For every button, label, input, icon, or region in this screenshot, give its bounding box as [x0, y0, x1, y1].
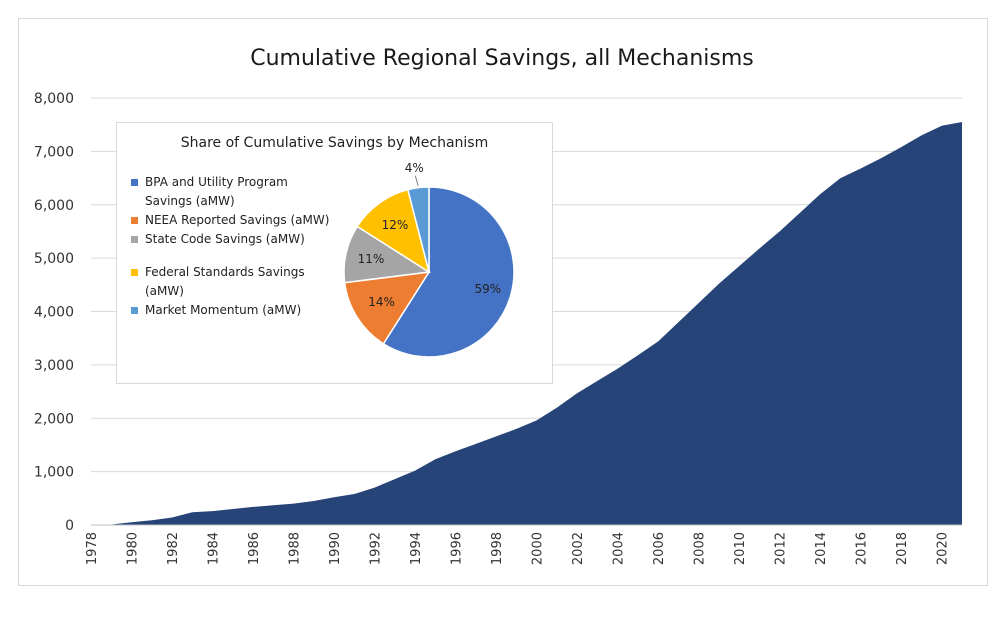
x-tick-label: 1980 — [126, 532, 141, 565]
x-tick-label: 2010 — [733, 532, 748, 565]
x-tick-label: 2002 — [571, 532, 586, 565]
x-tick-label: 2018 — [895, 532, 910, 565]
x-tick-label: 2020 — [936, 532, 951, 565]
legend-label: BPA and Utility Program Savings (aMW) — [145, 175, 288, 208]
pie-data-label: 12% — [382, 218, 409, 232]
x-tick-label: 1998 — [490, 532, 505, 565]
x-tick-label: 2000 — [531, 532, 546, 565]
legend-item: Federal Standards Savings (aMW) — [127, 263, 332, 301]
pie-slice — [382, 186, 515, 358]
y-tick-label: 4,000 — [34, 305, 74, 321]
area-series — [91, 122, 962, 525]
pie-data-label: 14% — [368, 295, 395, 309]
legend-item: Market Momentum (aMW) — [127, 301, 332, 320]
x-tick-label: 2008 — [693, 532, 708, 565]
legend-swatch — [131, 236, 138, 243]
x-tick-label: 2004 — [612, 532, 627, 565]
x-tick-label: 1978 — [85, 532, 100, 565]
y-tick-label: 7,000 — [34, 144, 74, 160]
x-tick-label: 1988 — [288, 532, 303, 565]
pie-slice — [343, 271, 431, 345]
legend-swatch — [131, 217, 138, 224]
chart-title: Cumulative Regional Savings, all Mechani… — [250, 46, 754, 71]
legend-swatch — [131, 307, 138, 314]
y-tick-label: 8,000 — [34, 91, 74, 107]
y-tick-label: 0 — [65, 518, 74, 534]
y-tick-label: 1,000 — [34, 465, 74, 481]
x-axis-tick-labels: 1978 1980 1982 1984 1986 1988 1990 1992 1994 1996… — [85, 532, 951, 565]
pie-data-label: 11% — [358, 252, 385, 266]
legend-label: State Code Savings (aMW) — [145, 232, 305, 246]
legend-item: NEEA Reported Savings (aMW) — [127, 211, 332, 230]
x-tick-label: 2006 — [652, 532, 667, 565]
x-tick-label: 1982 — [166, 532, 181, 565]
pie-slice — [356, 188, 431, 274]
y-tick-label: 2,000 — [34, 411, 74, 427]
pie-title: Share of Cumulative Savings by Mechanism — [180, 135, 489, 151]
pie-data-label: 4% — [405, 161, 424, 175]
legend-swatch — [131, 269, 138, 276]
x-tick-label: 1990 — [328, 532, 343, 565]
legend-item: State Code Savings (aMW) — [127, 230, 332, 249]
legend-label: Market Momentum (aMW) — [145, 303, 302, 317]
legend-item: BPA and Utility Program Savings (aMW) — [127, 173, 332, 211]
pie-inset: Share of Cumulative Savings by Mechanism… — [116, 122, 553, 384]
pie-chart: 59% 14% 11% 12% 4% — [343, 161, 515, 358]
pie-legend: BPA and Utility Program Savings (aMW) NEE… — [127, 173, 332, 320]
x-tick-label: 2014 — [814, 532, 829, 565]
y-tick-label: 6,000 — [34, 198, 74, 214]
x-tick-label: 2016 — [855, 532, 870, 565]
x-tick-label: 2012 — [774, 532, 789, 565]
x-tick-label: 1994 — [409, 532, 424, 565]
leader-line — [414, 175, 419, 186]
x-tick-label: 1996 — [450, 532, 465, 565]
x-tick-label: 1986 — [247, 532, 262, 565]
y-tick-label: 5,000 — [34, 251, 74, 267]
x-tick-label: 1984 — [207, 532, 222, 565]
pie-slice — [406, 186, 430, 273]
pie-data-label: 59% — [474, 282, 501, 296]
x-tick-label: 1992 — [369, 532, 384, 565]
y-tick-label: 3,000 — [34, 358, 74, 374]
legend-label: Federal Standards Savings (aMW) — [145, 265, 305, 298]
legend-swatch — [131, 179, 138, 186]
legend-label: NEEA Reported Savings (aMW) — [145, 213, 330, 227]
y-axis-tick-labels: 0 1,000 2,000 3,000 4,000 5,000 6,000 7,000 8,00… — [34, 91, 74, 534]
